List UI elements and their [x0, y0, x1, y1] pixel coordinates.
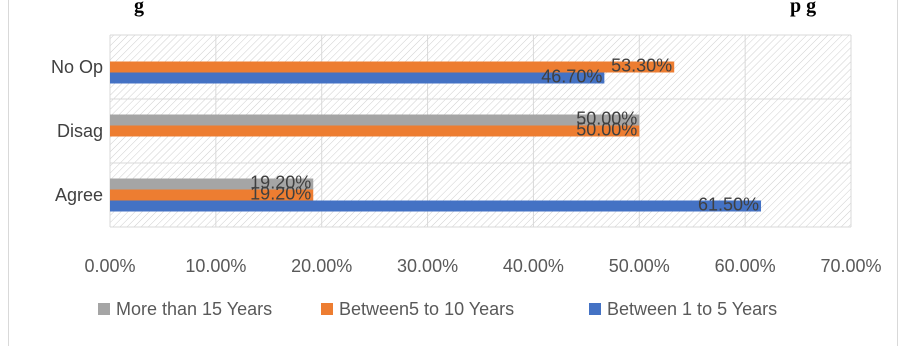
bar: [110, 125, 640, 137]
x-tick-label: 10.00%: [185, 256, 246, 276]
value-axis-tick-labels: 0.00% 10.00% 20.00% 30.00% 40.00% 50.00% 60.00…: [84, 256, 881, 276]
x-tick-label: 50.00%: [609, 256, 670, 276]
data-label: 19.20%: [250, 184, 311, 204]
data-label: 53.30%: [611, 56, 672, 76]
chart-title-fragment-left: g: [134, 0, 144, 17]
category-label: Agree: [55, 185, 103, 205]
legend: More than 15 Years Between5 to 10 Years Be…: [98, 299, 777, 319]
bar: [110, 178, 314, 190]
data-label: 19.20%: [250, 173, 311, 193]
data-labels: 61.50% 19.20%19.20% 50.00%50.00% 46.70% 53.3…: [250, 56, 759, 215]
legend-swatch: [321, 303, 333, 315]
legend-swatch: [98, 303, 110, 315]
chart-title-fragment-right: p g: [790, 0, 816, 17]
data-label: 46.70%: [541, 67, 602, 87]
bar: [110, 114, 640, 126]
bar: [110, 72, 605, 84]
frame-right-edge: [897, 0, 898, 346]
x-tick-label: 30.00%: [397, 256, 458, 276]
category-label: No Op: [51, 57, 103, 77]
legend-label: Between 1 to 5 Years: [607, 299, 777, 319]
x-tick-label: 70.00%: [820, 256, 881, 276]
bars: [110, 61, 762, 212]
category-axis-labels: Agree Disag No Op: [51, 57, 103, 205]
data-label: 50.00%: [576, 120, 637, 140]
bar: [110, 61, 675, 73]
data-label: 50.00%: [576, 109, 637, 129]
category-label: Disag: [57, 121, 103, 141]
legend-swatch: [589, 303, 601, 315]
x-tick-label: 20.00%: [291, 256, 352, 276]
legend-label: Between5 to 10 Years: [339, 299, 514, 319]
x-tick-label: 40.00%: [503, 256, 564, 276]
data-label: 61.50%: [698, 195, 759, 215]
frame-left-edge: [8, 0, 9, 346]
x-tick-label: 60.00%: [715, 256, 776, 276]
legend-label: More than 15 Years: [116, 299, 272, 319]
bar: [110, 189, 314, 201]
bar: [110, 200, 762, 212]
x-tick-label: 0.00%: [84, 256, 135, 276]
